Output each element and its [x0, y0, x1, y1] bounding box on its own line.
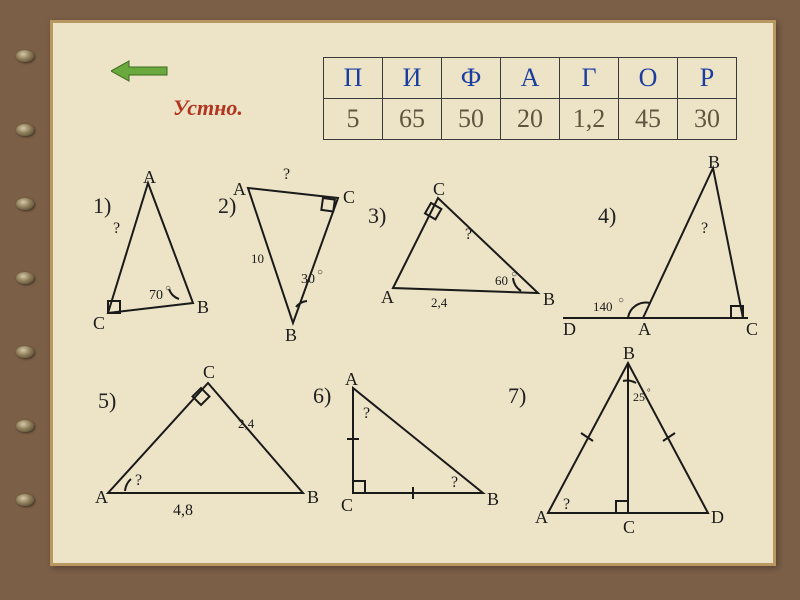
svg-text:○: ○: [317, 267, 323, 278]
svg-text:C: C: [433, 179, 445, 199]
svg-text:D: D: [711, 507, 724, 527]
svg-text:○: ○: [511, 269, 517, 280]
svg-text:A: A: [143, 167, 156, 187]
svg-text:C: C: [341, 495, 353, 515]
svg-text:B: B: [708, 152, 720, 172]
rivet: [16, 124, 34, 136]
triangle-7: B A C D 25 ° ?: [535, 343, 724, 537]
triangle-1: A B C ? 70 ○: [93, 167, 209, 333]
svg-text:A: A: [95, 487, 108, 507]
svg-text:○: ○: [165, 283, 171, 294]
svg-text:?: ?: [451, 474, 458, 491]
svg-text:?: ?: [563, 496, 570, 513]
rivet: [16, 272, 34, 284]
svg-text:A: A: [638, 319, 651, 339]
svg-text:B: B: [197, 297, 209, 317]
svg-text:60: 60: [495, 273, 508, 288]
svg-text:A: A: [535, 507, 548, 527]
diagrams-canvas: A B C ? 70 ○ A C B ? 10 30 ○: [53, 23, 773, 563]
svg-text:?: ?: [113, 220, 120, 237]
svg-text:B: B: [285, 325, 297, 345]
svg-text:A: A: [233, 179, 246, 199]
svg-text:B: B: [543, 289, 555, 309]
svg-text:C: C: [93, 313, 105, 333]
svg-text:C: C: [746, 319, 758, 339]
svg-text:?: ?: [363, 405, 370, 422]
triangle-2: A C B ? 10 30 ○: [233, 166, 355, 345]
svg-text:B: B: [487, 489, 499, 509]
slide-frame: Устно. П И Ф А Г О Р 5 65 50 20 1,2 45 3…: [50, 20, 776, 566]
svg-text:°: °: [647, 387, 651, 397]
svg-text:A: A: [381, 287, 394, 307]
triangle-5: A C B 2,4 4,8 ?: [95, 362, 319, 519]
svg-text:B: B: [307, 487, 319, 507]
svg-text:30: 30: [301, 272, 315, 287]
svg-text:C: C: [623, 517, 635, 537]
svg-text:B: B: [623, 343, 635, 363]
rivet: [16, 198, 34, 210]
triangle-4: B C A D ? 140 ○: [563, 152, 758, 339]
svg-text:C: C: [343, 187, 355, 207]
svg-text:2,4: 2,4: [238, 416, 255, 431]
svg-text:?: ?: [283, 166, 290, 183]
rivet-strip: [16, 50, 34, 568]
svg-text:?: ?: [701, 220, 708, 237]
triangle-3: C A B ? 2,4 60 ○: [381, 179, 555, 310]
rivet: [16, 50, 34, 62]
svg-text:70: 70: [149, 288, 163, 303]
svg-text:A: A: [345, 369, 358, 389]
svg-text:25: 25: [633, 390, 645, 404]
rivet: [16, 494, 34, 506]
svg-text:10: 10: [251, 251, 264, 266]
triangle-6: A C B ? ?: [341, 369, 499, 515]
svg-text:○: ○: [618, 295, 624, 306]
rivet: [16, 420, 34, 432]
svg-text:D: D: [563, 319, 576, 339]
svg-text:?: ?: [135, 472, 142, 489]
svg-text:C: C: [203, 362, 215, 382]
svg-text:4,8: 4,8: [173, 502, 193, 519]
svg-text:2,4: 2,4: [431, 295, 448, 310]
svg-text:140: 140: [593, 299, 613, 314]
svg-text:?: ?: [465, 226, 472, 243]
rivet: [16, 346, 34, 358]
